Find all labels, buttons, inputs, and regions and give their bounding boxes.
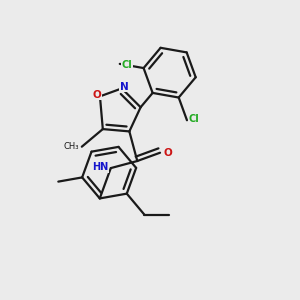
Text: Cl: Cl — [189, 114, 199, 124]
Text: CH₃: CH₃ — [63, 142, 79, 151]
Text: Cl: Cl — [122, 60, 132, 70]
Text: O: O — [93, 90, 102, 100]
Text: O: O — [164, 148, 172, 158]
Text: HN: HN — [92, 162, 108, 172]
Text: N: N — [120, 82, 129, 92]
